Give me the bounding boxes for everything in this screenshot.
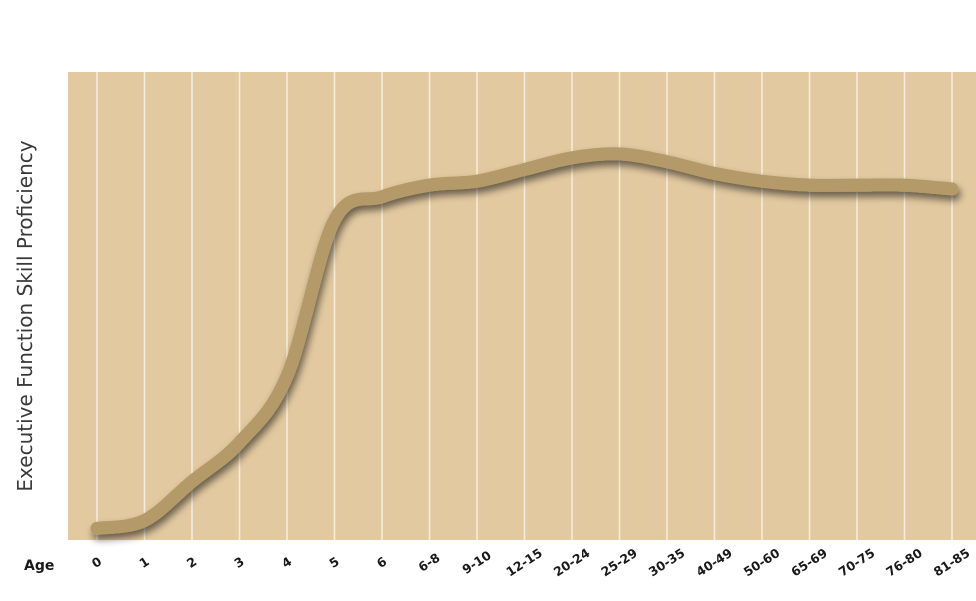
x-tick-label: 30-35	[646, 545, 688, 579]
x-tick-label: 76-80	[883, 545, 925, 580]
data-point	[377, 191, 387, 202]
data-point	[567, 152, 577, 163]
data-point	[757, 176, 767, 187]
grid-lines	[96, 72, 953, 540]
x-tick-label: 4	[279, 553, 295, 570]
data-point	[282, 371, 292, 382]
x-tick-label: 0	[89, 553, 105, 570]
x-tick-label: 20-24	[551, 545, 593, 580]
data-point	[139, 515, 150, 526]
x-tick-labels: 0 1 2 3 4 5 6 6-8 9-10 12-15 20-24 25-29 30-35 40-49 5…	[89, 545, 973, 580]
x-tick-label: 50-60	[741, 545, 783, 580]
x-tick-label: 2	[184, 554, 199, 571]
data-point	[472, 176, 482, 187]
x-tick-label: 3	[231, 554, 246, 571]
data-point	[662, 156, 672, 167]
x-tick-label: 12-15	[503, 545, 545, 579]
data-point	[947, 184, 957, 194]
data-point	[709, 168, 720, 179]
x-tick-label: 81-85	[931, 545, 973, 579]
x-tick-label: 6	[374, 553, 390, 570]
data-point	[424, 180, 435, 191]
x-tick-label: 5	[326, 554, 341, 571]
data-point	[92, 523, 102, 534]
data-point	[614, 148, 625, 159]
data-point	[804, 180, 815, 191]
y-axis-label: Executive Function Skill Proficiency	[13, 140, 37, 491]
x-axis-label: Age	[24, 558, 54, 574]
data-points	[92, 148, 957, 534]
data-point	[234, 437, 245, 448]
data-point	[329, 215, 340, 226]
data-point	[519, 164, 530, 175]
x-tick-label: 25-29	[598, 545, 640, 579]
data-point	[899, 180, 910, 191]
data-point	[187, 476, 197, 487]
x-tick-label: 6-8	[415, 550, 442, 575]
x-tick-label: 1	[136, 554, 151, 571]
data-point	[852, 180, 862, 191]
x-tick-label: 40-49	[693, 545, 735, 579]
x-tick-label: 70-75	[836, 545, 878, 579]
x-tick-label: 9-10	[459, 547, 494, 577]
x-tick-label: 65-69	[788, 545, 830, 579]
